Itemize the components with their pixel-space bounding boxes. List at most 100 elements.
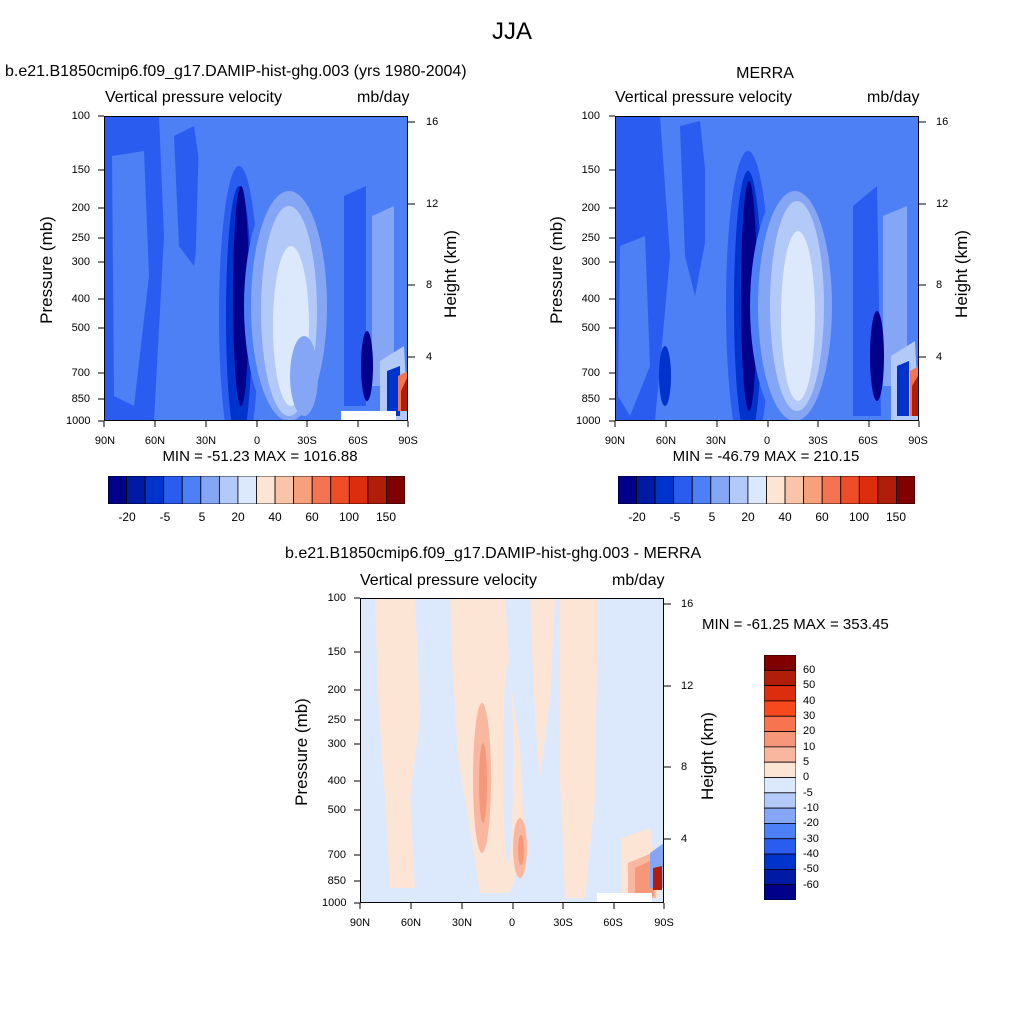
y-right-tick-label: 16 (936, 116, 949, 128)
colorbar-label: 40 (268, 510, 282, 524)
colorbar-swatch (200, 475, 220, 505)
colorbar-swatch (617, 475, 637, 505)
colorbar-label: 150 (885, 510, 907, 524)
y-tick-label: 400 (327, 775, 346, 787)
colorbar-swatch (763, 823, 797, 840)
x-tick-label: 60S (858, 435, 878, 447)
colorbar-label: 50 (803, 679, 816, 691)
y-tick-label: 300 (327, 738, 346, 750)
x-tick-label: 90N (94, 435, 116, 447)
colorbar-label: 0 (803, 771, 810, 783)
colorbar-label: 40 (778, 510, 792, 524)
y-right-tick-label: 12 (681, 680, 694, 692)
y-tick-label: 1000 (322, 897, 347, 909)
colorbar-label: -20 (628, 510, 646, 524)
y-tick-label: 200 (71, 202, 90, 214)
colorbar-label: -10 (803, 802, 819, 814)
colorbar-swatch (803, 475, 823, 505)
y-tick-label: 100 (581, 110, 600, 122)
colorbar-label: -5 (159, 510, 171, 524)
x-tick-label: 30N (705, 435, 727, 447)
colorbar-swatch (784, 475, 805, 505)
colorbar-label: 150 (375, 510, 397, 524)
x-tick-label: 60N (655, 435, 677, 447)
axis-ticks-merra (609, 115, 926, 427)
colorbar-swatch (654, 475, 675, 505)
y-tick-label: 1000 (576, 415, 601, 427)
colorbar-label: 60 (305, 510, 319, 524)
y-tick-label: 150 (71, 164, 90, 176)
y-right-tick-label: 8 (936, 279, 943, 291)
x-tick-label: 60N (144, 435, 166, 447)
colorbar-label: 20 (803, 725, 816, 737)
y-right-tick-label: 4 (426, 351, 433, 363)
colorbar-label: 5 (198, 510, 206, 524)
colorbar-swatch (763, 807, 797, 824)
colorbar (617, 475, 916, 505)
colorbar-label: 60 (815, 510, 829, 524)
colorbar-label: 20 (741, 510, 755, 524)
y-tick-label: 250 (581, 232, 600, 244)
x-tick-label: 90S (908, 435, 928, 447)
y-right-tick-label: 16 (681, 598, 694, 610)
y-tick-label: 400 (581, 293, 600, 305)
y-axis-title: Pressure (mb) (292, 698, 311, 806)
colorbar-label: -20 (803, 817, 819, 829)
colorbar-swatch (763, 746, 797, 763)
colorbar-label: 5 (708, 510, 716, 524)
x-tick-label: 90S (398, 435, 418, 447)
y-tick-label: 500 (581, 322, 600, 334)
colorbar-swatch (710, 475, 730, 505)
colorbar-swatch (858, 475, 879, 505)
y-tick-label: 250 (71, 232, 90, 244)
y-right-axis-title: Height (km) (952, 230, 971, 318)
y-axis-title: Pressure (mb) (37, 216, 56, 324)
axis-ticks-model (98, 115, 415, 427)
colorbar-swatch (763, 731, 797, 748)
colorbar-swatch (691, 475, 712, 505)
x-tick-label: 30S (808, 435, 828, 447)
colorbar (763, 654, 797, 901)
colorbar-swatch (896, 475, 916, 505)
colorbar-swatch (107, 475, 127, 505)
contour-plot-merra (615, 116, 919, 421)
colorbar-label: 20 (231, 510, 245, 524)
y-tick-label: 100 (71, 110, 90, 122)
panel-subtitle-right: mb/day (867, 89, 920, 106)
y-tick-label: 300 (71, 256, 90, 268)
colorbar-swatch (763, 838, 797, 855)
panel-subtitle-left: Vertical pressure velocity (360, 572, 537, 589)
colorbar-swatch (763, 761, 797, 778)
colorbar-swatch (144, 475, 165, 505)
y-tick-label: 700 (71, 367, 90, 379)
colorbar-label: 60 (803, 664, 816, 676)
x-tick-label: 90N (349, 917, 371, 929)
colorbar-swatch (728, 475, 749, 505)
colorbar-label: 5 (803, 756, 810, 768)
contour-plot-model (104, 116, 408, 421)
y-tick-label: 700 (581, 367, 600, 379)
colorbar-swatch (163, 475, 183, 505)
y-right-tick-label: 4 (681, 833, 688, 845)
y-tick-label: 200 (327, 684, 346, 696)
x-tick-label: 60S (603, 917, 623, 929)
y-tick-label: 250 (327, 714, 346, 726)
x-tick-label: 90S (654, 917, 674, 929)
colorbar-swatch (386, 475, 406, 505)
colorbar-swatch (766, 475, 786, 505)
panel-subtitle-right: mb/day (357, 89, 410, 106)
colorbar-swatch (367, 475, 387, 505)
colorbar (107, 475, 406, 505)
y-tick-label: 850 (71, 393, 90, 405)
colorbar-swatch (821, 475, 842, 505)
y-tick-label: 300 (581, 256, 600, 268)
colorbar-swatch (747, 475, 767, 505)
colorbar-swatch (181, 475, 202, 505)
colorbar-swatch (763, 715, 797, 732)
colorbar-swatches (617, 475, 916, 505)
y-right-tick-label: 8 (426, 279, 433, 291)
colorbar-swatch (763, 700, 797, 717)
colorbar-swatch (311, 475, 332, 505)
colorbar-swatch (330, 475, 350, 505)
x-tick-label: 30N (451, 917, 473, 929)
